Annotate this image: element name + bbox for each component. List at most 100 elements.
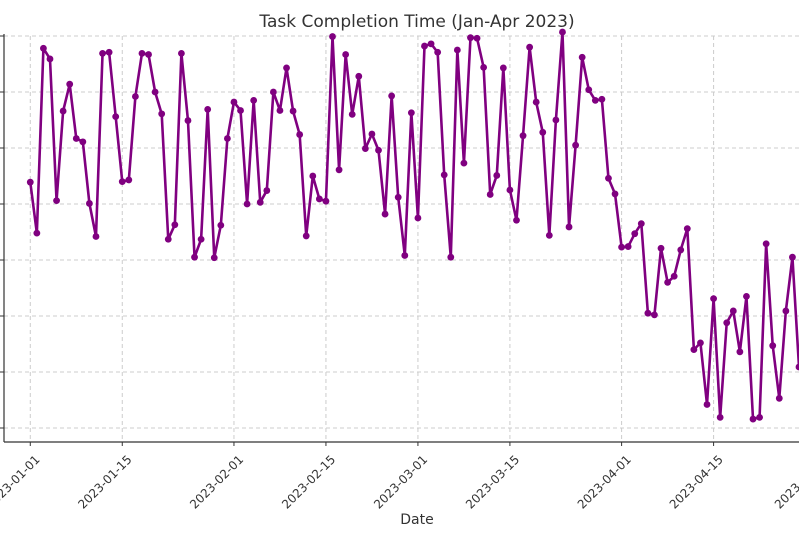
- data-point: [519, 132, 527, 140]
- data-point: [565, 223, 573, 231]
- data-point: [532, 98, 540, 106]
- data-point: [526, 43, 534, 51]
- data-point: [66, 80, 74, 88]
- data-point: [342, 51, 350, 58]
- data-point: [151, 88, 159, 96]
- data-point: [191, 253, 198, 261]
- data-point: [59, 107, 67, 115]
- data-point: [53, 197, 60, 205]
- data-point: [210, 254, 218, 262]
- data-point: [263, 187, 271, 194]
- data-point: [269, 88, 277, 96]
- data-point: [158, 110, 166, 118]
- data-point: [690, 346, 698, 353]
- x-tick-label: 2023-01-01: [0, 452, 43, 511]
- data-point: [309, 172, 317, 180]
- data-point: [33, 229, 41, 237]
- data-point: [775, 394, 783, 402]
- data-point: [657, 244, 665, 252]
- data-point: [256, 198, 264, 206]
- series-line: [28, 30, 799, 421]
- data-point: [460, 159, 468, 167]
- data-point: [493, 172, 501, 179]
- x-axis-label: Date: [400, 512, 433, 528]
- data-point: [637, 220, 645, 228]
- data-point: [414, 214, 422, 222]
- data-point: [795, 363, 799, 371]
- data-point: [178, 49, 185, 57]
- data-point: [388, 92, 396, 100]
- data-point: [644, 309, 652, 317]
- data-point: [716, 413, 724, 421]
- data-point: [769, 342, 777, 350]
- data-point: [302, 232, 310, 240]
- data-point: [86, 200, 93, 207]
- data-point: [677, 246, 685, 254]
- data-point: [171, 221, 179, 229]
- data-point: [539, 128, 547, 136]
- data-point: [92, 233, 100, 240]
- x-tick-label: 2023-03-15: [463, 452, 522, 511]
- data-point: [204, 105, 212, 113]
- data-point: [729, 307, 737, 315]
- data-point: [381, 210, 389, 218]
- data-point: [631, 230, 639, 238]
- data-point: [789, 253, 796, 261]
- grid-layer: [4, 35, 799, 442]
- data-point: [217, 221, 225, 229]
- x-tick-label: 2023-01-15: [75, 452, 134, 511]
- data-point: [572, 141, 580, 149]
- data-point: [72, 135, 80, 142]
- data-point: [578, 53, 586, 61]
- axes-layer: 2023-01-01 2023-01-15 2023-02-01 2023-02-15…: [0, 34, 799, 512]
- data-point: [782, 307, 790, 315]
- data-point: [164, 235, 172, 243]
- data-point: [289, 107, 297, 115]
- data-point: [421, 42, 428, 50]
- data-point: [230, 98, 238, 106]
- data-point: [243, 200, 251, 208]
- data-point: [559, 28, 566, 36]
- data-point: [145, 51, 152, 58]
- data-point: [26, 178, 34, 186]
- data-point: [618, 243, 625, 251]
- data-point: [112, 113, 120, 121]
- chart-title: Task Completion Time (Jan-Apr 2023): [258, 12, 574, 32]
- data-point: [591, 97, 599, 104]
- data-point: [335, 166, 343, 174]
- data-point: [394, 193, 402, 201]
- x-tick-label: 2023-03-01: [371, 452, 430, 511]
- data-point: [453, 46, 461, 54]
- data-point: [762, 240, 770, 248]
- x-tick-label: 2023-04-15: [667, 452, 726, 511]
- data-point: [624, 243, 632, 250]
- data-point: [513, 216, 520, 224]
- data-point: [664, 279, 671, 286]
- data-point: [447, 253, 455, 261]
- data-point: [79, 138, 87, 146]
- data-point: [736, 348, 744, 356]
- data-point: [427, 40, 435, 48]
- data-point: [651, 311, 658, 319]
- series-layer: [26, 28, 799, 423]
- data-point: [605, 174, 612, 182]
- data-point: [552, 116, 560, 124]
- x-tick-label: 2023-05-01: [772, 452, 799, 511]
- data-point: [703, 401, 711, 408]
- data-point: [743, 293, 750, 300]
- data-point: [184, 117, 192, 124]
- data-point: [723, 319, 731, 327]
- data-point: [355, 72, 363, 80]
- data-point: [368, 130, 376, 138]
- data-point: [440, 171, 448, 179]
- data-point: [506, 186, 514, 194]
- data-point: [611, 190, 619, 198]
- data-point: [401, 252, 409, 259]
- data-point: [105, 48, 113, 56]
- data-point: [250, 97, 258, 104]
- data-point: [99, 49, 106, 57]
- x-tick-label: 2023-02-01: [187, 452, 246, 511]
- data-point: [710, 295, 717, 303]
- data-point: [296, 131, 304, 138]
